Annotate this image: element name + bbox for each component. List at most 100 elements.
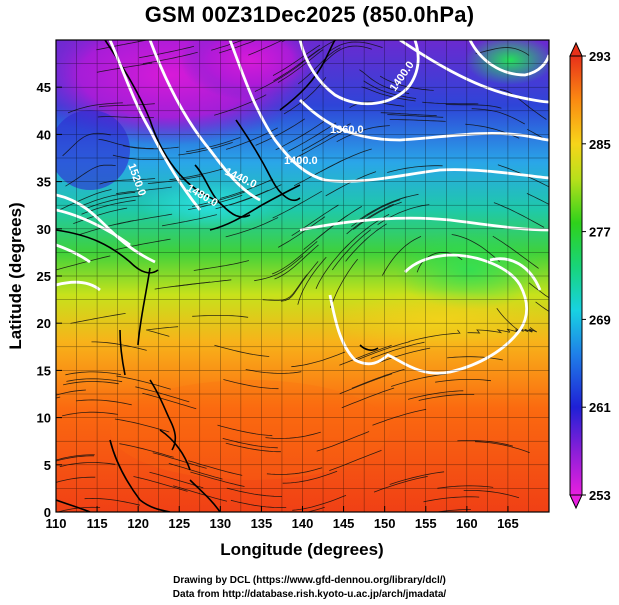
streamline — [346, 203, 394, 235]
streamline — [152, 452, 207, 469]
streamline — [467, 329, 510, 334]
streamline — [80, 191, 136, 207]
colorbar-tick-label: 261 — [589, 400, 611, 415]
streamline — [499, 89, 547, 120]
streamline — [117, 213, 173, 225]
streamline — [294, 130, 345, 159]
streamline — [451, 234, 500, 262]
colorbar-tick-label: 269 — [589, 312, 611, 327]
colorbar-bottom-arrow — [569, 494, 583, 510]
streamline — [275, 121, 325, 151]
streamline — [175, 279, 232, 287]
geopotential-contours — [56, 40, 549, 375]
streamline — [265, 431, 321, 439]
streamline — [322, 45, 372, 66]
x-tick-label: 165 — [497, 516, 519, 531]
streamline — [133, 476, 188, 492]
streamline — [59, 189, 112, 211]
streamline — [389, 119, 446, 122]
streamline — [139, 45, 195, 59]
streamline — [56, 455, 94, 462]
streamline — [137, 40, 142, 41]
streamline — [65, 371, 122, 376]
streamline — [222, 438, 278, 449]
streamline — [366, 193, 419, 216]
streamline — [363, 80, 417, 99]
x-tick-label: 155 — [415, 516, 437, 531]
y-axis-label: Latitude (degrees) — [6, 202, 25, 349]
streamline — [168, 463, 223, 480]
x-tick-label: 110 — [46, 516, 67, 531]
streamline — [116, 186, 172, 195]
contour-label: 1360.0 — [330, 124, 364, 136]
streamline — [66, 378, 123, 383]
streamline — [254, 255, 304, 282]
streamline — [215, 189, 269, 210]
streamline — [315, 243, 350, 289]
lat-lon-grid — [56, 40, 549, 512]
streamline — [230, 499, 287, 508]
streamline — [225, 442, 281, 453]
streamline — [220, 178, 274, 199]
streamline — [435, 379, 492, 383]
streamline — [407, 390, 464, 400]
streamline — [142, 392, 197, 410]
streamline — [528, 282, 549, 299]
streamline — [84, 497, 141, 506]
streamline — [329, 450, 382, 471]
streamline — [463, 490, 520, 499]
colorbar-ticks: 253 261 269 277 285 293 — [582, 49, 611, 503]
streamline — [278, 216, 326, 248]
streamline — [96, 62, 153, 73]
x-tick-label: 160 — [456, 516, 478, 531]
streamline — [98, 139, 154, 149]
streamline — [62, 132, 111, 157]
streamline — [65, 164, 116, 187]
colorbar-tick-label: 253 — [589, 488, 611, 503]
x-axis-ticks: 110 115 120 125 130 135 140 145 150 155 160 165 — [46, 506, 519, 531]
streamline — [56, 506, 101, 512]
streamline — [341, 387, 395, 409]
streamline — [373, 476, 428, 493]
streamline — [115, 238, 171, 251]
x-tick-label: 135 — [251, 516, 273, 531]
streamline — [339, 344, 392, 366]
streamline — [283, 76, 327, 115]
streamline — [305, 506, 325, 512]
streamline — [56, 396, 61, 399]
streamline — [361, 86, 416, 102]
streamline — [445, 104, 502, 109]
streamline — [116, 375, 171, 390]
x-tick-label: 150 — [374, 516, 396, 531]
streamline — [475, 47, 530, 56]
contour-label: 1400.0 — [284, 155, 318, 167]
streamline — [329, 41, 383, 52]
streamline — [70, 313, 126, 324]
streamline — [281, 40, 287, 43]
temperature-field — [56, 40, 549, 512]
streamline — [535, 301, 549, 312]
streamline — [301, 123, 351, 152]
streamline — [272, 44, 321, 76]
streamline — [435, 509, 471, 512]
streamline — [387, 165, 443, 173]
streamline — [408, 329, 461, 342]
streamline — [297, 47, 341, 85]
x-tick-label: 130 — [209, 516, 231, 531]
credit-data-source: Data from http://database.rish.kyoto-u.a… — [172, 589, 447, 600]
streamline — [62, 411, 118, 417]
streamline — [271, 241, 318, 275]
streamline — [190, 471, 245, 487]
streamline — [492, 235, 539, 269]
streamline — [274, 244, 319, 280]
streamline — [437, 485, 494, 489]
streamline — [56, 454, 95, 461]
streamline — [98, 103, 155, 108]
streamline — [331, 229, 372, 271]
streamline — [162, 214, 217, 227]
streamline — [112, 154, 169, 160]
streamline — [193, 260, 249, 271]
streamline — [277, 49, 324, 83]
streamline — [379, 75, 434, 91]
